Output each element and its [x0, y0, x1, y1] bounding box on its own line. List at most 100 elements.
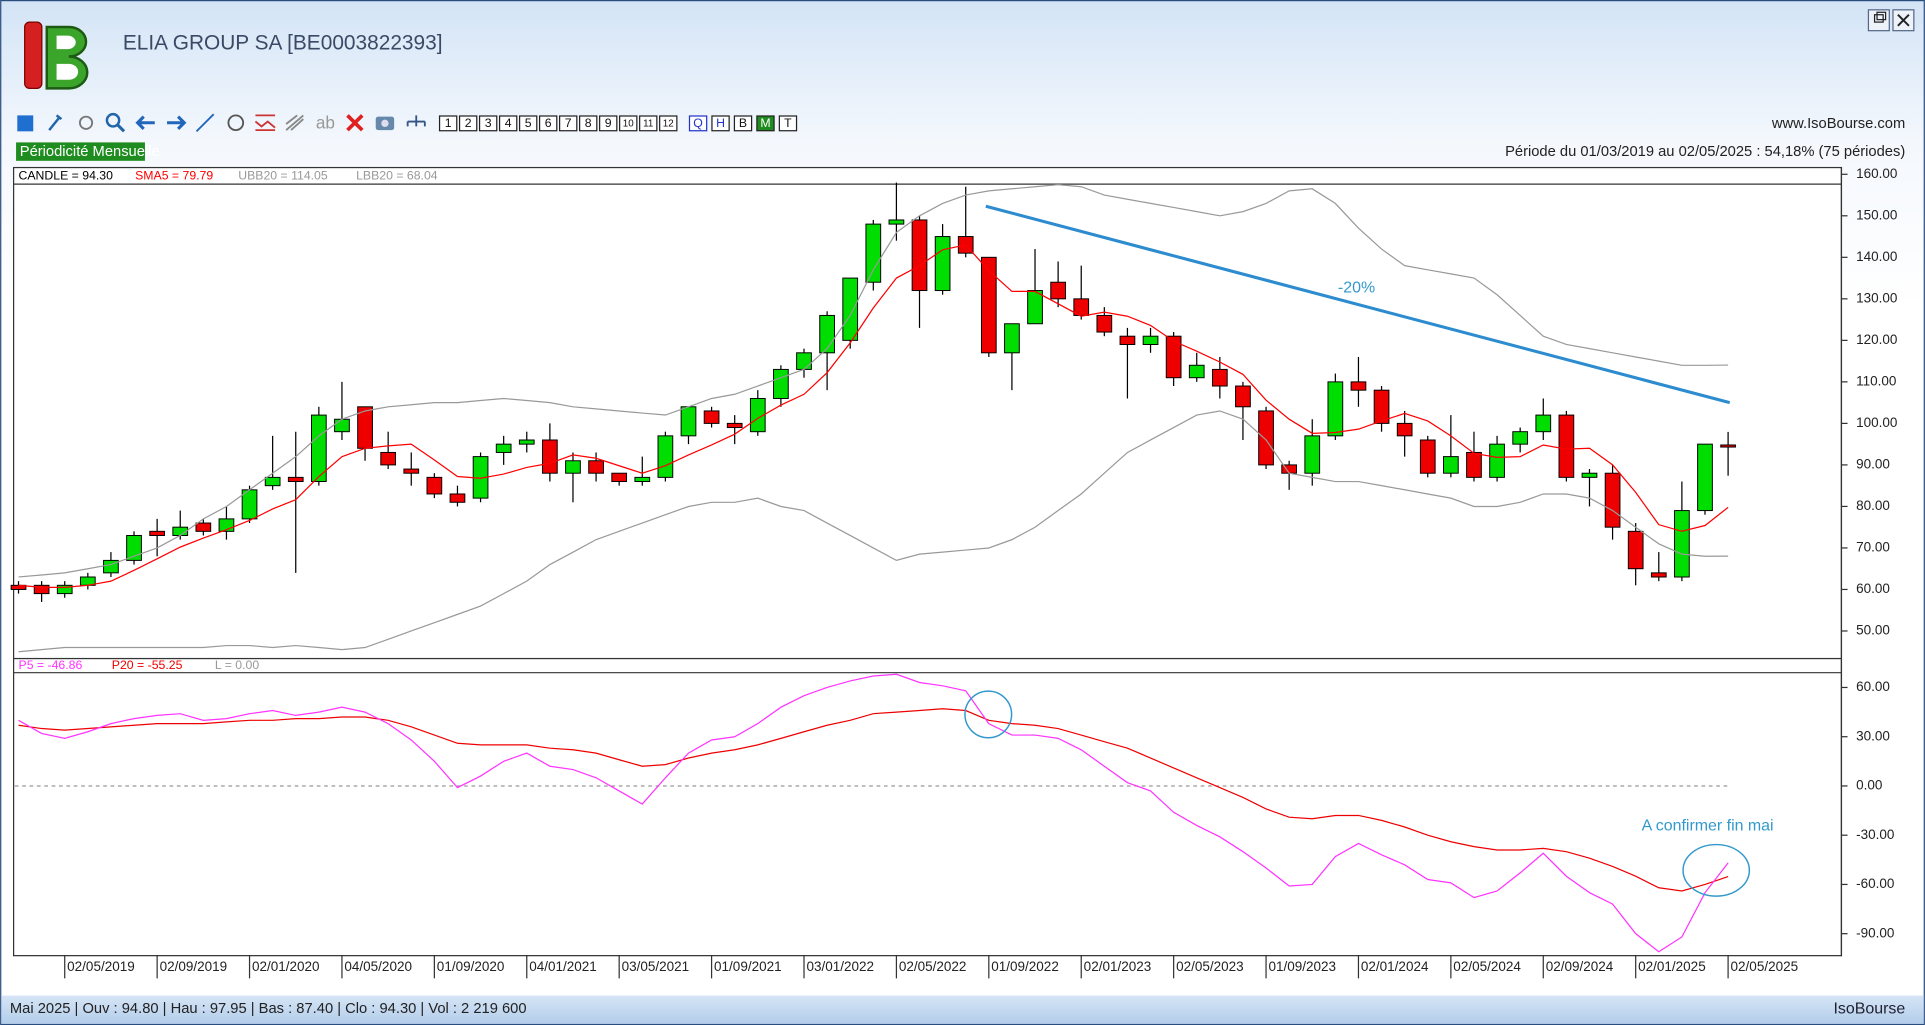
- icon[interactable]: [105, 112, 121, 128]
- icon[interactable]: [254, 114, 276, 132]
- x-tick-label: 03/01/2022: [806, 959, 874, 974]
- candle-body: [1142, 335, 1159, 345]
- period-button-label[interactable]: T: [784, 116, 792, 130]
- period-button[interactable]: [579, 115, 598, 132]
- x-tick-label: 01/09/2023: [1269, 959, 1337, 974]
- y-tick-label: 60.00: [1856, 679, 1890, 694]
- legend-entry: P5 = -46.86: [19, 658, 83, 672]
- plot: 50.00 60.00 70.00 80.00 90.00 100.00 110.00 120…: [10, 166, 1897, 979]
- icon[interactable]: [78, 115, 94, 130]
- period-button[interactable]: [639, 115, 658, 132]
- y-tick-label: 120.00: [1856, 332, 1897, 347]
- period-button[interactable]: [756, 115, 775, 132]
- period-button[interactable]: [559, 115, 578, 132]
- period-button[interactable]: [599, 115, 618, 132]
- period-button[interactable]: [778, 115, 798, 132]
- text-tool[interactable]: ab: [316, 113, 335, 133]
- candle-body: [634, 476, 651, 483]
- candle-body: [1027, 290, 1043, 325]
- x-tick-label: 02/05/2024: [1453, 959, 1521, 974]
- period-button-label[interactable]: 9: [605, 116, 612, 130]
- icon[interactable]: [406, 115, 426, 127]
- period-button[interactable]: [498, 115, 518, 132]
- period-button[interactable]: [518, 115, 538, 132]
- trend-line: [985, 204, 1731, 405]
- icon[interactable]: [285, 114, 304, 131]
- highlight-circle: [1682, 843, 1751, 897]
- y-tick-label: -30.00: [1856, 827, 1894, 842]
- period-button[interactable]: [619, 115, 638, 132]
- period-button-label[interactable]: 3: [485, 116, 492, 130]
- candle-body: [773, 368, 789, 399]
- period-button-label[interactable]: 7: [565, 116, 572, 130]
- period-button-label[interactable]: 5: [525, 116, 532, 130]
- candle-body: [1050, 281, 1066, 300]
- y-tick-label: -90.00: [1856, 925, 1894, 940]
- candle-body: [1697, 443, 1713, 512]
- y-tick-label: 110.00: [1856, 373, 1896, 388]
- x-tick-label: 01/09/2020: [437, 959, 505, 974]
- period-button[interactable]: [659, 115, 678, 132]
- legend-entry: L = 0.00: [215, 658, 259, 672]
- period-button-label[interactable]: B: [739, 116, 747, 130]
- icon[interactable]: [167, 115, 187, 130]
- period-button-label[interactable]: Q: [693, 116, 703, 130]
- candle-body: [842, 277, 859, 341]
- series-line: [18, 410, 1729, 653]
- periodicity: Périodicité Mensuelle: [20, 144, 160, 160]
- candle-body: [749, 397, 766, 433]
- candle-body: [1558, 414, 1575, 478]
- y-tick-label: 30.00: [1856, 728, 1890, 743]
- toolbar-icons: [17, 112, 426, 133]
- x-tick-label: 02/05/2022: [899, 959, 967, 974]
- y-tick-label: 50.00: [1856, 623, 1890, 638]
- x-tick-label: 03/05/2021: [622, 959, 690, 974]
- period-button-label[interactable]: H: [716, 116, 725, 130]
- icon[interactable]: [48, 114, 63, 131]
- candle-body: [1674, 510, 1690, 578]
- candle-body: [1119, 335, 1136, 345]
- series-line: [18, 673, 1729, 953]
- period-button-label[interactable]: 10: [623, 119, 634, 130]
- annotation: -20%: [1338, 280, 1375, 297]
- period-button-label[interactable]: 1: [445, 116, 452, 130]
- icon[interactable]: [346, 114, 364, 132]
- icon[interactable]: [227, 114, 245, 132]
- icon[interactable]: [17, 115, 34, 132]
- icon[interactable]: [135, 115, 155, 130]
- candle-body: [195, 522, 212, 532]
- series-line: [18, 184, 1729, 578]
- period-button-label[interactable]: 6: [545, 116, 552, 130]
- period-button[interactable]: [458, 115, 478, 132]
- candle-body: [1165, 335, 1182, 379]
- period-button-label[interactable]: 8: [585, 116, 592, 130]
- candle-body: [1350, 381, 1367, 391]
- period-button-label[interactable]: 11: [643, 119, 653, 130]
- candle-body: [264, 476, 281, 487]
- period-button[interactable]: [733, 115, 753, 132]
- period-button-label[interactable]: 2: [465, 116, 472, 130]
- y-tick-label: 80.00: [1856, 498, 1890, 513]
- y-tick-label: 130.00: [1856, 290, 1897, 305]
- candle-body: [1211, 368, 1228, 387]
- legend-entry: LBB20 = 68.04: [356, 168, 438, 182]
- oscillator-panel: [12, 657, 1843, 957]
- period-button[interactable]: [688, 115, 708, 132]
- icon[interactable]: [195, 113, 215, 132]
- candle-body: [149, 530, 165, 536]
- period-button-label[interactable]: M: [760, 116, 770, 130]
- period-button-label[interactable]: 4: [505, 116, 512, 130]
- period-button[interactable]: [538, 115, 558, 132]
- x-tick-label: 02/01/2024: [1361, 959, 1429, 974]
- candle-body: [796, 352, 812, 370]
- period-button[interactable]: [478, 115, 498, 132]
- period-button[interactable]: [711, 115, 730, 132]
- x-tick-label: 02/09/2024: [1546, 959, 1614, 974]
- period-button[interactable]: [438, 115, 458, 132]
- candle-body: [1650, 572, 1667, 578]
- period-button-label[interactable]: 12: [663, 119, 674, 130]
- x-tick-label: 02/09/2019: [160, 959, 228, 974]
- candle-body: [380, 451, 397, 466]
